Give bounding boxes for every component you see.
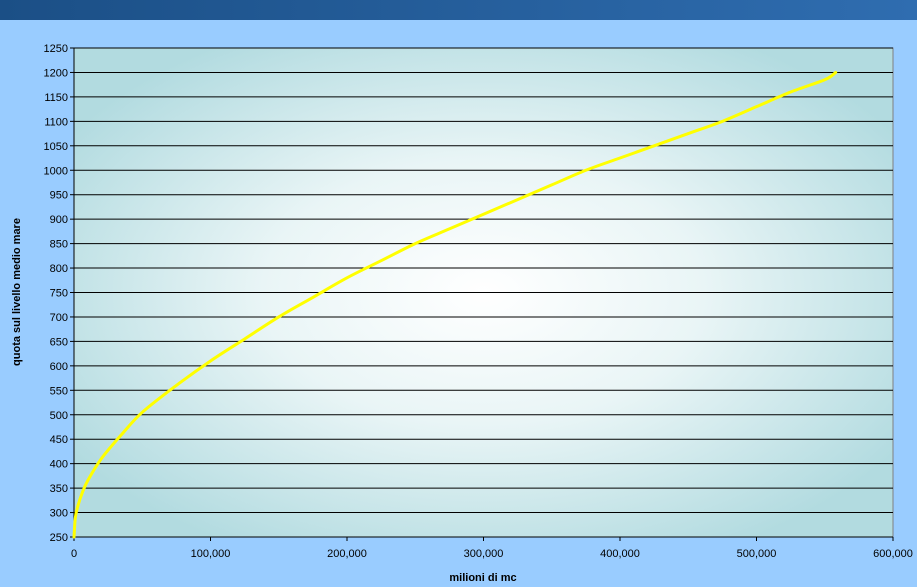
x-tick-label: 0	[71, 548, 77, 560]
y-tick-label: 650	[50, 336, 68, 348]
y-tick-label: 1000	[44, 165, 68, 177]
y-tick-label: 1150	[44, 92, 68, 104]
y-tick-label: 1200	[44, 67, 68, 79]
x-tick-label: 200,000	[327, 548, 367, 560]
y-tick-label: 750	[50, 288, 68, 300]
y-tick-label: 250	[50, 532, 68, 544]
x-tick-label: 600,000	[873, 548, 913, 560]
y-tick-label: 1050	[44, 141, 68, 153]
y-tick-label: 300	[50, 508, 68, 520]
y-tick-label: 900	[50, 214, 68, 226]
y-tick-label: 1250	[44, 43, 68, 55]
y-tick-label: 450	[50, 434, 68, 446]
y-tick-label: 350	[50, 483, 68, 495]
x-axis-title: milioni di mc	[449, 572, 516, 584]
y-axis-title: quota sul livello medio mare	[11, 218, 23, 366]
x-tick-label: 300,000	[464, 548, 504, 560]
y-tick-label: 1100	[44, 116, 68, 128]
y-tick-label: 700	[50, 312, 68, 324]
series-line	[72, 70, 838, 539]
y-tick-label: 850	[50, 239, 68, 251]
y-tick-label: 400	[50, 459, 68, 471]
y-tick-label: 800	[50, 263, 68, 275]
y-tick-label: 950	[50, 190, 68, 202]
x-tick-label: 400,000	[600, 548, 640, 560]
x-tick-label: 500,000	[737, 548, 777, 560]
y-tick-label: 550	[50, 385, 68, 397]
axes: 250 300 350 400 450 500 550 600 650 700 750 800 850 9…	[44, 43, 913, 560]
y-tick-label: 600	[50, 361, 68, 373]
title-bar	[0, 0, 917, 20]
x-tick-label: 100,000	[191, 548, 231, 560]
y-tick-label: 500	[50, 410, 68, 422]
grid-lines	[74, 47, 893, 514]
series-layer	[72, 70, 838, 539]
